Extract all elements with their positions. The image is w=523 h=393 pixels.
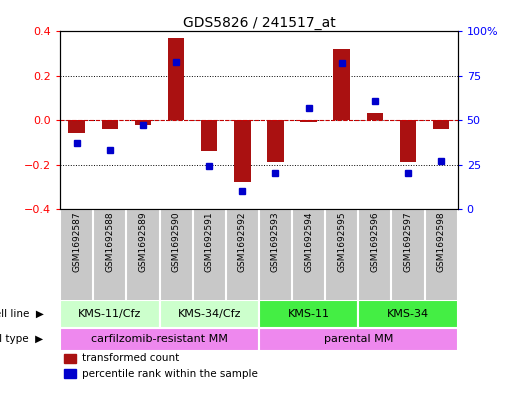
Text: GSM1692595: GSM1692595 — [337, 211, 346, 272]
Bar — [400, 120, 416, 162]
Text: KMS-34: KMS-34 — [387, 309, 429, 319]
Bar — [259, 300, 358, 328]
Text: transformed count: transformed count — [82, 353, 179, 364]
Bar — [234, 120, 251, 182]
Text: GSM1692598: GSM1692598 — [437, 211, 446, 272]
Text: GSM1692593: GSM1692593 — [271, 211, 280, 272]
Bar — [101, 120, 118, 129]
Text: cell line  ▶: cell line ▶ — [0, 309, 43, 319]
Text: parental MM: parental MM — [324, 334, 393, 344]
Bar — [160, 300, 259, 328]
Text: GSM1692588: GSM1692588 — [105, 211, 115, 272]
Bar — [358, 300, 458, 328]
Bar — [135, 120, 151, 125]
Text: GSM1692591: GSM1692591 — [204, 211, 214, 272]
Text: KMS-34/Cfz: KMS-34/Cfz — [177, 309, 241, 319]
Bar — [64, 369, 76, 378]
Text: GSM1692594: GSM1692594 — [304, 211, 313, 272]
Bar — [334, 49, 350, 120]
Bar — [367, 114, 383, 120]
Bar — [267, 120, 283, 162]
Bar — [300, 120, 317, 122]
Text: carfilzomib-resistant MM: carfilzomib-resistant MM — [91, 334, 228, 344]
Bar — [168, 38, 185, 120]
Text: cell type  ▶: cell type ▶ — [0, 334, 43, 344]
Bar — [201, 120, 218, 151]
Text: GSM1692589: GSM1692589 — [139, 211, 147, 272]
Bar — [259, 328, 458, 351]
Bar — [60, 328, 259, 351]
Bar — [433, 120, 449, 129]
Text: KMS-11/Cfz: KMS-11/Cfz — [78, 309, 142, 319]
Text: KMS-11: KMS-11 — [288, 309, 329, 319]
Text: GSM1692587: GSM1692587 — [72, 211, 81, 272]
Bar — [60, 300, 160, 328]
Text: GSM1692590: GSM1692590 — [172, 211, 180, 272]
Text: percentile rank within the sample: percentile rank within the sample — [82, 369, 258, 378]
Text: GSM1692597: GSM1692597 — [403, 211, 413, 272]
Bar — [64, 354, 76, 363]
Text: GSM1692596: GSM1692596 — [370, 211, 379, 272]
Bar — [69, 120, 85, 134]
Title: GDS5826 / 241517_at: GDS5826 / 241517_at — [183, 17, 335, 30]
Text: GSM1692592: GSM1692592 — [238, 211, 247, 272]
